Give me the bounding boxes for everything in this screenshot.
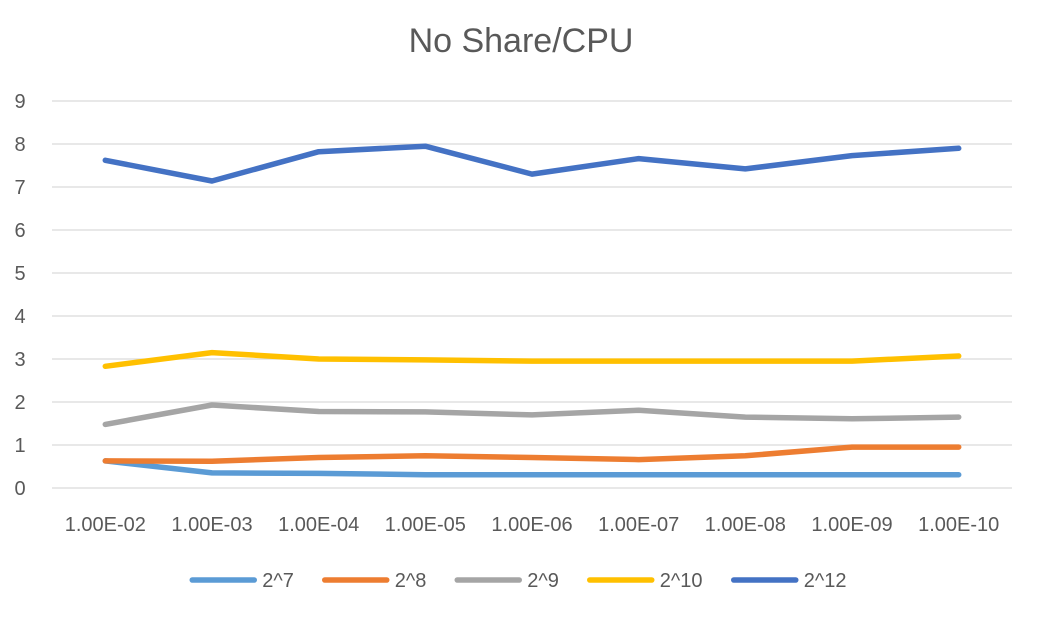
legend-label-2^8: 2^8 — [395, 570, 427, 592]
y-tick-label: 8 — [14, 134, 25, 156]
chart-title: No Share/CPU — [408, 22, 634, 60]
x-tick-label: 1.00E-02 — [65, 514, 146, 536]
legend-label-2^10: 2^10 — [660, 570, 703, 592]
x-tick-label: 1.00E-06 — [491, 514, 572, 536]
x-tick-label: 1.00E-04 — [278, 514, 359, 536]
x-tick-label: 1.00E-05 — [385, 514, 466, 536]
series-line-2^10 — [102, 349, 962, 370]
x-tick-label: 1.00E-03 — [171, 514, 252, 536]
legend-label-2^12: 2^12 — [804, 570, 847, 592]
x-tick-label: 1.00E-07 — [598, 514, 679, 536]
y-tick-label: 6 — [14, 220, 25, 242]
y-tick-label: 2 — [14, 392, 25, 414]
x-tick-label: 1.00E-10 — [918, 514, 999, 536]
y-tick-label: 3 — [14, 349, 25, 371]
series-line-2^12 — [102, 143, 962, 184]
y-tick-label: 4 — [14, 306, 25, 328]
legend-label-2^9: 2^9 — [527, 570, 559, 592]
y-tick-label: 5 — [14, 263, 25, 285]
series-line-2^8 — [102, 444, 962, 465]
legend-label-2^7: 2^7 — [262, 570, 294, 592]
series-line-2^7 — [102, 458, 962, 478]
x-tick-label: 1.00E-09 — [811, 514, 892, 536]
x-tick-label: 1.00E-08 — [705, 514, 786, 536]
y-tick-label: 1 — [14, 435, 25, 457]
y-tick-label: 0 — [14, 478, 25, 500]
series-line-2^9 — [102, 402, 962, 428]
y-tick-label: 9 — [14, 91, 25, 113]
y-tick-label: 7 — [14, 177, 25, 199]
